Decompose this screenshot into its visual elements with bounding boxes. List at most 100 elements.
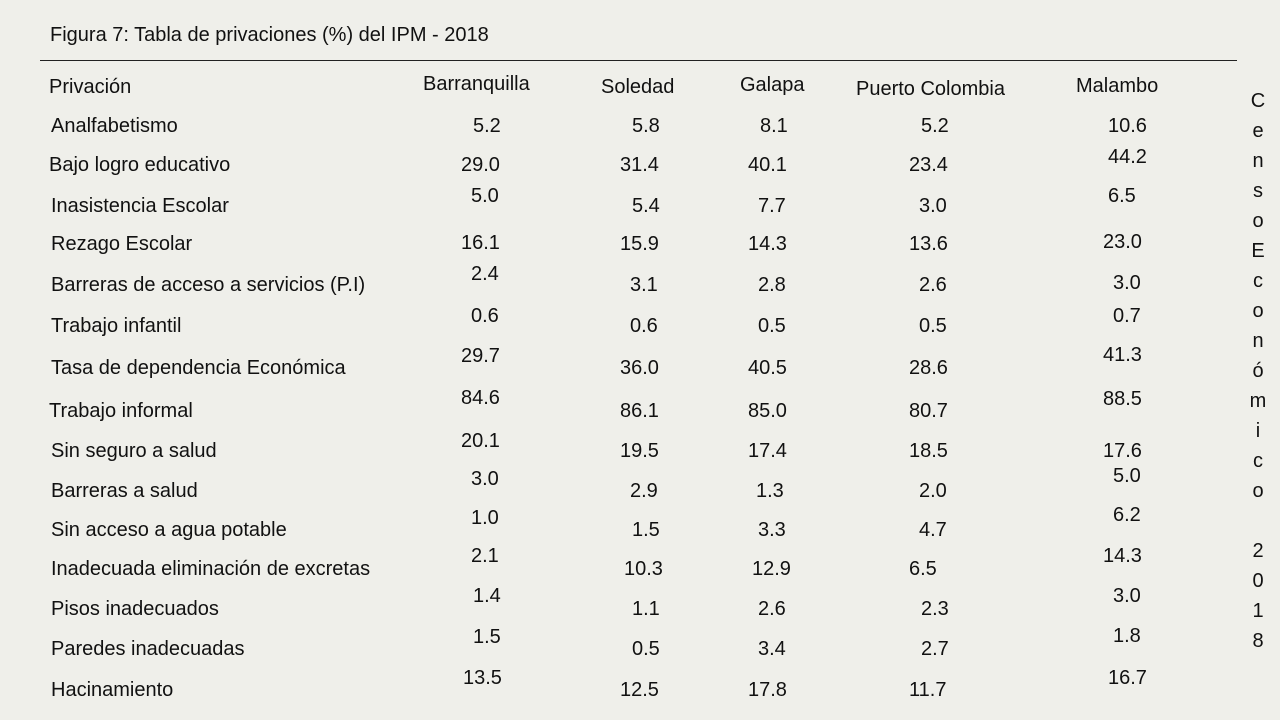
table-cell: 2.6 — [758, 598, 786, 620]
table-cell: 41.3 — [1103, 344, 1142, 366]
table-cell: 85.0 — [748, 400, 787, 422]
table-cell: 5.2 — [473, 115, 501, 137]
column-header-galapa: Galapa — [740, 74, 805, 96]
table-cell: 31.4 — [620, 154, 659, 176]
column-header-puerto-colombia: Puerto Colombia — [856, 78, 1005, 100]
table-cell: 28.6 — [909, 357, 948, 379]
side-label-char: m — [1249, 390, 1267, 412]
row-label: Bajo logro educativo — [49, 154, 231, 176]
side-label-char: n — [1252, 330, 1264, 352]
side-label-char: c — [1253, 450, 1263, 472]
row-label: Barreras de acceso a servicios (P.I) — [51, 274, 366, 296]
table-cell: 88.5 — [1103, 388, 1142, 410]
column-header-barranquilla: Barranquilla — [423, 73, 530, 95]
side-label-char: 8 — [1252, 630, 1264, 652]
table-cell: 14.3 — [1103, 545, 1142, 567]
table-cell: 7.7 — [758, 195, 786, 217]
row-label: Rezago Escolar — [51, 233, 193, 255]
table-cell: 14.3 — [748, 233, 787, 255]
table-cell: 40.5 — [748, 357, 787, 379]
table-cell: 17.6 — [1103, 440, 1142, 462]
row-label: Trabajo informal — [49, 400, 193, 422]
side-label-char: 0 — [1252, 570, 1264, 592]
table-cell: 3.0 — [1113, 272, 1141, 294]
row-label: Inadecuada eliminación de excretas — [51, 558, 371, 580]
side-label-char: o — [1252, 300, 1264, 322]
table-cell: 0.5 — [919, 315, 947, 337]
side-label-char: o — [1252, 480, 1264, 502]
table-cell: 17.8 — [748, 679, 787, 701]
table-cell: 2.0 — [919, 480, 947, 502]
table-cell: 20.1 — [461, 430, 500, 452]
table-cell: 16.1 — [461, 232, 500, 254]
table-cell: 80.7 — [909, 400, 948, 422]
table-cell: 86.1 — [620, 400, 659, 422]
table-cell: 11.7 — [909, 679, 947, 701]
table-cell: 19.5 — [620, 440, 659, 462]
table-cell: 0.6 — [630, 315, 658, 337]
table-cell: 3.1 — [630, 274, 658, 296]
table-cell: 1.0 — [471, 507, 499, 529]
table-cell: 1.3 — [756, 480, 784, 502]
row-label: Pisos inadecuados — [51, 598, 219, 620]
table-cell: 5.0 — [471, 185, 499, 207]
row-label: Barreras a salud — [51, 480, 198, 502]
table-cell: 29.0 — [461, 154, 500, 176]
side-label-char: 1 — [1252, 600, 1264, 622]
table-cell: 16.7 — [1108, 667, 1147, 689]
table-cell: 84.6 — [461, 387, 500, 409]
table-cell: 12.9 — [752, 558, 791, 580]
table-cell: 1.5 — [473, 626, 501, 648]
table-cell: 2.6 — [919, 274, 947, 296]
table-cell: 13.5 — [463, 667, 502, 689]
table-cell: 8.1 — [760, 115, 788, 137]
table-cell: 0.5 — [758, 315, 786, 337]
table-cell: 6.5 — [909, 558, 937, 580]
side-label-char: i — [1255, 420, 1261, 442]
side-label-char: n — [1252, 150, 1264, 172]
row-label: Inasistencia Escolar — [51, 195, 229, 217]
column-header-malambo: Malambo — [1076, 75, 1159, 97]
row-label: Tasa de dependencia Económica — [51, 357, 346, 379]
table-cell: 13.6 — [909, 233, 948, 255]
table-cell: 1.8 — [1113, 625, 1141, 647]
side-label-char: s — [1253, 180, 1263, 202]
table-cell: 29.7 — [461, 345, 500, 367]
table-cell: 6.5 — [1108, 185, 1136, 207]
table-cell: 2.3 — [921, 598, 949, 620]
table-cell: 2.4 — [471, 263, 499, 285]
table-cell: 3.0 — [919, 195, 947, 217]
side-label-char: e — [1252, 120, 1264, 142]
side-label-char: o — [1252, 210, 1264, 232]
table-cell: 5.0 — [1113, 465, 1141, 487]
table-cell: 1.5 — [632, 519, 660, 541]
table-cell: 3.3 — [758, 519, 786, 541]
table-cell: 10.3 — [624, 558, 663, 580]
row-label: Hacinamiento — [51, 679, 174, 701]
figure-title: Figura 7: Tabla de privaciones (%) del I… — [50, 24, 489, 46]
column-header-soledad: Soledad — [601, 76, 675, 98]
side-label-char: 2 — [1252, 540, 1264, 562]
table-cell: 10.6 — [1108, 115, 1147, 137]
row-label: Sin seguro a salud — [51, 440, 217, 462]
table-cell: 2.1 — [471, 545, 499, 567]
side-label-char: E — [1251, 240, 1265, 262]
table-cell: 3.4 — [758, 638, 786, 660]
table-cell: 15.9 — [620, 233, 659, 255]
table-cell: 5.2 — [921, 115, 949, 137]
row-label: Trabajo infantil — [51, 315, 182, 337]
table-cell: 5.4 — [632, 195, 660, 217]
table-cell: 1.1 — [632, 598, 660, 620]
table-cell: 12.5 — [620, 679, 659, 701]
table-cell: 18.5 — [909, 440, 948, 462]
table-cell: 2.8 — [758, 274, 786, 296]
table-cell: 6.2 — [1113, 504, 1141, 526]
table-cell: 0.6 — [471, 305, 499, 327]
row-label: Sin acceso a agua potable — [51, 519, 287, 541]
table-cell: 2.9 — [630, 480, 658, 502]
table-cell: 23.4 — [909, 154, 948, 176]
table-cell: 44.2 — [1108, 146, 1147, 168]
table-cell: 5.8 — [632, 115, 660, 137]
side-label-char: C — [1250, 90, 1266, 112]
